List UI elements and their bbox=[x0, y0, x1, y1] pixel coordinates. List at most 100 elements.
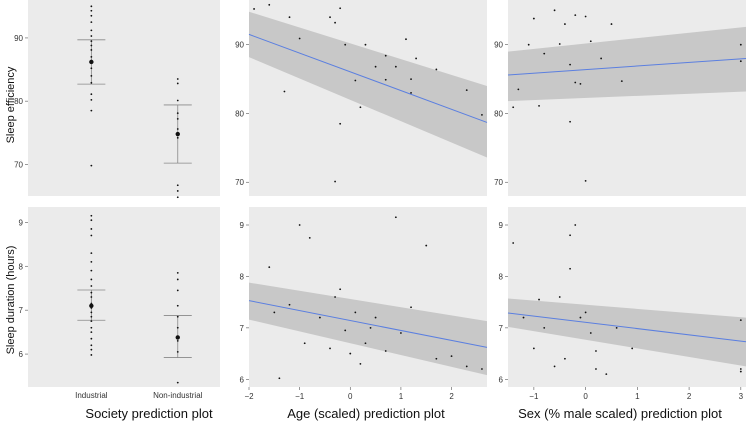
data-point bbox=[268, 266, 271, 269]
data-point bbox=[558, 43, 561, 45]
data-point bbox=[410, 91, 412, 94]
data-point bbox=[481, 368, 483, 370]
data-point bbox=[410, 78, 412, 80]
data-point bbox=[553, 9, 556, 12]
x-tick-label: 3 bbox=[739, 392, 744, 401]
data-point bbox=[569, 63, 571, 66]
panel-society_duration: 6 7 8 9 Industrial Non-industrial bbox=[19, 207, 220, 400]
x-tick-label: 1 bbox=[635, 392, 640, 401]
data-point bbox=[334, 21, 336, 24]
x-tick-label: −2 bbox=[244, 392, 254, 401]
group-mean-point bbox=[175, 131, 180, 137]
data-point bbox=[90, 49, 93, 51]
data-point bbox=[90, 219, 93, 222]
data-point bbox=[176, 289, 179, 292]
data-point bbox=[90, 74, 93, 77]
data-point bbox=[90, 228, 93, 230]
data-point bbox=[176, 381, 179, 384]
data-point bbox=[369, 326, 372, 329]
data-point bbox=[450, 355, 453, 358]
x-tick-label: 0 bbox=[348, 392, 353, 401]
data-point bbox=[176, 99, 179, 102]
data-point bbox=[574, 14, 577, 17]
data-point bbox=[308, 236, 311, 239]
y-tick-label: 9 bbox=[19, 218, 24, 227]
data-point bbox=[610, 23, 613, 25]
y-tick-label: 7 bbox=[499, 324, 504, 333]
regression-line bbox=[507, 57, 747, 76]
y-tick-label: 90 bbox=[235, 41, 244, 50]
data-point bbox=[739, 60, 742, 63]
data-point bbox=[574, 224, 577, 226]
confidence-band bbox=[249, 11, 487, 158]
data-point bbox=[354, 79, 357, 82]
data-point bbox=[359, 106, 362, 109]
y-tick-label: 8 bbox=[499, 272, 504, 281]
data-point bbox=[631, 347, 634, 350]
data-point bbox=[176, 196, 179, 199]
data-point bbox=[584, 15, 587, 18]
y-tick-label: 80 bbox=[14, 97, 23, 106]
data-point bbox=[564, 357, 566, 360]
data-point bbox=[384, 350, 387, 352]
data-point bbox=[176, 304, 179, 307]
y-tick-label: 7 bbox=[240, 324, 245, 333]
data-point bbox=[176, 350, 179, 353]
panel-sex_duration: 6 7 8 9 −1 0 1 2 3 bbox=[499, 207, 747, 401]
row-label-duration: Sleep duration (hours) bbox=[5, 246, 17, 355]
data-point bbox=[90, 296, 93, 298]
data-point bbox=[90, 315, 93, 318]
data-point bbox=[543, 326, 546, 329]
data-point bbox=[605, 373, 608, 376]
column-label-age: Age (scaled) prediction plot bbox=[287, 406, 445, 421]
data-point bbox=[90, 278, 93, 281]
data-point bbox=[90, 354, 93, 356]
data-point bbox=[527, 43, 530, 46]
data-point bbox=[600, 57, 603, 60]
confidence-band bbox=[249, 282, 487, 376]
data-point bbox=[90, 56, 93, 58]
data-point bbox=[579, 316, 582, 319]
data-point bbox=[176, 117, 179, 120]
data-point bbox=[339, 122, 342, 125]
data-point bbox=[90, 93, 93, 96]
panel-society_efficiency: 70 80 90 bbox=[14, 0, 220, 199]
data-point bbox=[384, 54, 387, 57]
data-point bbox=[543, 52, 546, 55]
y-tick-label: 8 bbox=[240, 272, 245, 281]
data-point bbox=[288, 16, 291, 19]
data-point bbox=[278, 377, 281, 380]
data-point bbox=[90, 35, 93, 37]
data-point bbox=[90, 67, 93, 70]
data-point bbox=[90, 260, 93, 263]
data-point bbox=[90, 5, 93, 8]
data-point bbox=[176, 278, 179, 281]
data-point bbox=[298, 37, 301, 40]
data-point bbox=[90, 269, 93, 272]
data-point bbox=[90, 326, 93, 329]
data-point bbox=[344, 329, 347, 332]
data-point bbox=[739, 319, 742, 322]
data-point bbox=[176, 128, 179, 130]
data-point bbox=[512, 242, 515, 244]
x-tick-label: −1 bbox=[295, 392, 305, 401]
y-tick-label: 80 bbox=[494, 109, 503, 118]
y-tick-label: 9 bbox=[499, 221, 504, 230]
row-label-efficiency: Sleep efficiency bbox=[5, 66, 17, 143]
data-point bbox=[589, 332, 592, 334]
regression-line bbox=[507, 312, 747, 343]
data-point bbox=[410, 306, 412, 309]
data-point bbox=[90, 109, 93, 112]
data-point bbox=[374, 316, 377, 319]
data-point bbox=[90, 164, 93, 167]
data-point bbox=[579, 83, 582, 85]
data-point bbox=[298, 224, 301, 226]
data-point bbox=[374, 65, 377, 68]
data-point bbox=[339, 288, 342, 291]
data-point bbox=[569, 267, 571, 270]
data-point bbox=[90, 21, 93, 24]
data-point bbox=[334, 296, 336, 298]
y-tick-label: 6 bbox=[240, 375, 245, 384]
data-point bbox=[415, 57, 418, 60]
